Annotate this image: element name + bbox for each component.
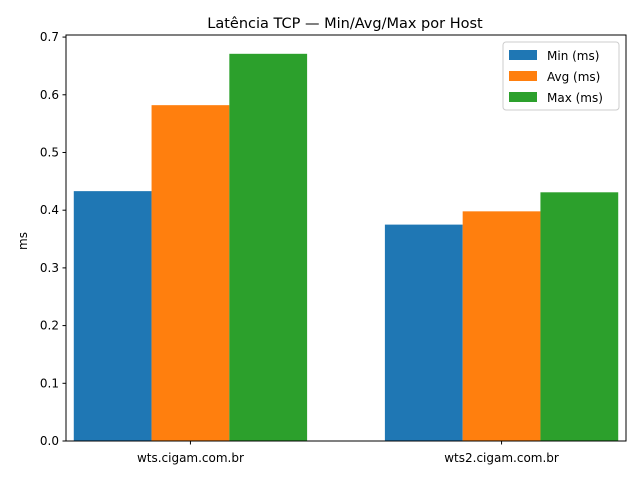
axes-layer: 0.0 0.1 0.2 0.3 0.4 0.5 0.6 0.7 wts.cigam.com.br… [40, 30, 627, 465]
bar-min-1 [384, 224, 463, 441]
chart-legend: Min (ms) Avg (ms) Max (ms) [502, 41, 620, 111]
legend-label: Avg (ms) [547, 70, 600, 84]
y-tick-label: 0.6 [40, 88, 59, 102]
plot-frame [65, 34, 627, 442]
bars-layer [73, 53, 619, 442]
bar-min-0 [73, 191, 152, 441]
y-tick-label: 0.5 [40, 145, 59, 159]
legend-label: Min (ms) [547, 49, 599, 63]
y-tick-label: 0.0 [40, 434, 59, 448]
y-tick-label: 0.4 [40, 203, 59, 217]
bar-avg-1 [462, 211, 541, 441]
y-tick-label: 0.1 [40, 376, 59, 390]
y-axis-label: ms [16, 232, 30, 250]
legend-swatch [509, 92, 537, 102]
chart-title: Latência TCP — Min/Avg/Max por Host [207, 16, 483, 32]
x-tick-label: wts.cigam.com.br [137, 451, 244, 465]
y-tick-label: 0.3 [40, 261, 59, 275]
x-tick-label: wts2.cigam.com.br [444, 451, 559, 465]
legend-swatch [509, 50, 537, 60]
legend-label: Max (ms) [547, 91, 603, 105]
y-tick-label: 0.2 [40, 319, 59, 333]
bar-avg-0 [151, 105, 230, 442]
legend-swatch [509, 71, 537, 81]
bar-max-1 [540, 192, 619, 441]
bar-max-0 [229, 53, 308, 442]
y-tick-label: 0.7 [40, 30, 59, 44]
